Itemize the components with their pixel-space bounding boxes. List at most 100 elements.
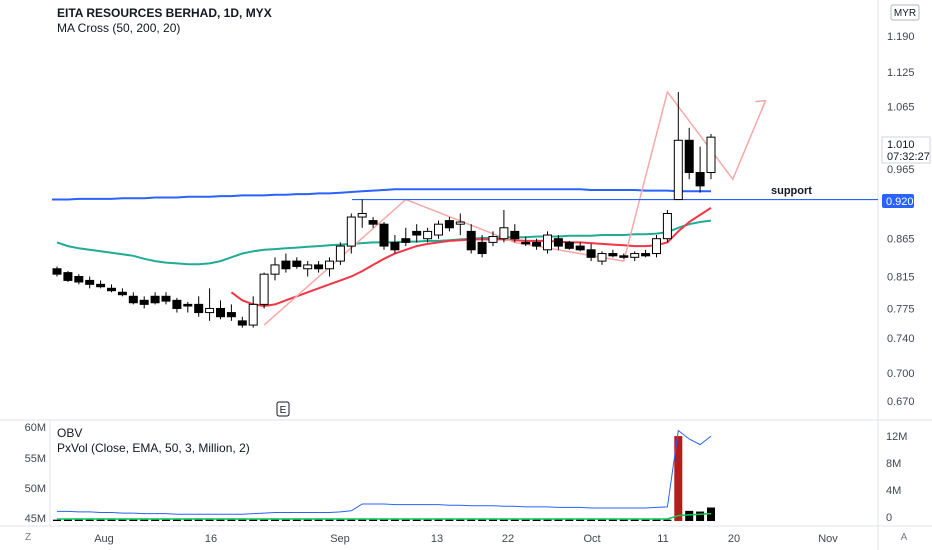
volume-bar bbox=[140, 519, 149, 521]
candle-body bbox=[270, 264, 280, 275]
support-label: support bbox=[771, 185, 812, 197]
chart-title: EITA RESOURCES BERHAD, 1D, MYX bbox=[57, 6, 272, 20]
candle bbox=[259, 272, 269, 309]
candle bbox=[107, 284, 116, 293]
indicator-main-label[interactable]: MA Cross (50, 200, 20) bbox=[57, 21, 181, 35]
candle bbox=[314, 261, 324, 273]
candle bbox=[543, 231, 552, 254]
candle-body bbox=[346, 216, 356, 247]
candle-body bbox=[357, 213, 367, 218]
candle bbox=[510, 224, 520, 243]
axes: 1.190 1.125 1.065 0.965 0.865 0.815 0.775 0.740… bbox=[25, 31, 915, 545]
candle-body bbox=[183, 303, 193, 307]
volume-bar bbox=[96, 519, 105, 521]
candle bbox=[117, 288, 127, 297]
indicator-obv-label[interactable]: OBV bbox=[57, 426, 83, 440]
candle-body bbox=[630, 253, 640, 258]
candle bbox=[575, 242, 585, 252]
volume-bar bbox=[303, 519, 312, 521]
indicator-pxvol-label[interactable]: PxVol (Close, EMA, 50, 3, Million, 2) bbox=[57, 441, 250, 455]
pattern-drawing[interactable] bbox=[263, 90, 767, 326]
volume-bar bbox=[107, 519, 116, 521]
candle-body bbox=[85, 279, 95, 285]
candle bbox=[357, 199, 367, 228]
candle-body bbox=[194, 303, 204, 314]
volume-bar bbox=[238, 519, 247, 521]
candle bbox=[455, 213, 465, 236]
countdown-value: 07:32:27 bbox=[887, 151, 930, 163]
ma-200-line bbox=[52, 188, 711, 201]
volume-bar bbox=[183, 519, 192, 521]
volume-tick-label: 12M bbox=[886, 431, 907, 443]
candle bbox=[150, 292, 160, 305]
candle bbox=[325, 257, 334, 277]
candle bbox=[226, 304, 236, 321]
volume-bar bbox=[554, 519, 563, 521]
candle-body bbox=[226, 312, 236, 318]
obv-tick-label: 50M bbox=[25, 483, 46, 495]
candle-body bbox=[150, 295, 160, 304]
candle-body bbox=[586, 249, 596, 258]
candle-body bbox=[107, 287, 116, 292]
volume-bar bbox=[532, 519, 541, 521]
volume-bar bbox=[292, 519, 301, 521]
candle-body bbox=[216, 307, 225, 318]
candle bbox=[466, 224, 476, 254]
candle-body bbox=[412, 230, 422, 236]
candle-body bbox=[466, 230, 476, 251]
timezone-button[interactable]: Z bbox=[24, 532, 32, 543]
volume-bar bbox=[358, 519, 367, 521]
volume-bar bbox=[543, 519, 552, 521]
currency-badge[interactable]: MYR bbox=[890, 4, 920, 21]
candle bbox=[597, 251, 607, 265]
candle-body bbox=[434, 223, 443, 236]
volume-bar bbox=[369, 519, 378, 521]
volume-bar bbox=[314, 519, 323, 521]
price-tick-label: 0.740 bbox=[887, 333, 915, 345]
volume-bar bbox=[467, 519, 476, 521]
candle bbox=[619, 253, 629, 259]
candle bbox=[586, 243, 596, 262]
candle-body bbox=[673, 139, 683, 201]
obv-line bbox=[57, 429, 712, 515]
volume-bar bbox=[205, 519, 214, 521]
time-tick-label: Sep bbox=[330, 533, 350, 545]
candle bbox=[281, 253, 291, 273]
volume-bar bbox=[587, 519, 596, 521]
price-tick-label: 0.700 bbox=[887, 368, 915, 380]
time-tick-label: 20 bbox=[728, 533, 740, 545]
auto-scale-button[interactable]: A bbox=[900, 532, 908, 543]
candle-body bbox=[553, 238, 563, 247]
candle bbox=[368, 217, 378, 228]
earnings-marker-label: E bbox=[280, 405, 287, 416]
price-tick-label: 0.775 bbox=[887, 303, 915, 315]
candle bbox=[216, 300, 225, 320]
candle-body bbox=[641, 253, 651, 257]
candle bbox=[444, 217, 454, 232]
volume-bar bbox=[674, 436, 683, 521]
volume-tick-label: 4M bbox=[886, 485, 901, 497]
candle-body bbox=[259, 273, 269, 305]
volume-bar bbox=[216, 519, 225, 521]
candle bbox=[499, 209, 509, 243]
volume-bar bbox=[172, 519, 181, 521]
candle-body bbox=[608, 253, 618, 257]
time-tick-label: Nov bbox=[818, 533, 838, 545]
volume-bar bbox=[565, 519, 574, 521]
ma-200-path bbox=[52, 188, 711, 201]
candle-body bbox=[172, 299, 182, 309]
earnings-marker[interactable]: E bbox=[276, 401, 290, 417]
volume-tick-label: 0 bbox=[886, 512, 892, 524]
time-tick-label: Aug bbox=[94, 533, 114, 545]
candle-body bbox=[379, 223, 389, 247]
candle-body bbox=[303, 264, 313, 270]
candle-body bbox=[292, 260, 302, 267]
candle bbox=[128, 292, 138, 305]
candle bbox=[161, 292, 171, 305]
volume-bar bbox=[249, 519, 258, 521]
candle bbox=[390, 235, 400, 254]
candle-body bbox=[444, 220, 454, 229]
candle-body bbox=[510, 230, 520, 240]
